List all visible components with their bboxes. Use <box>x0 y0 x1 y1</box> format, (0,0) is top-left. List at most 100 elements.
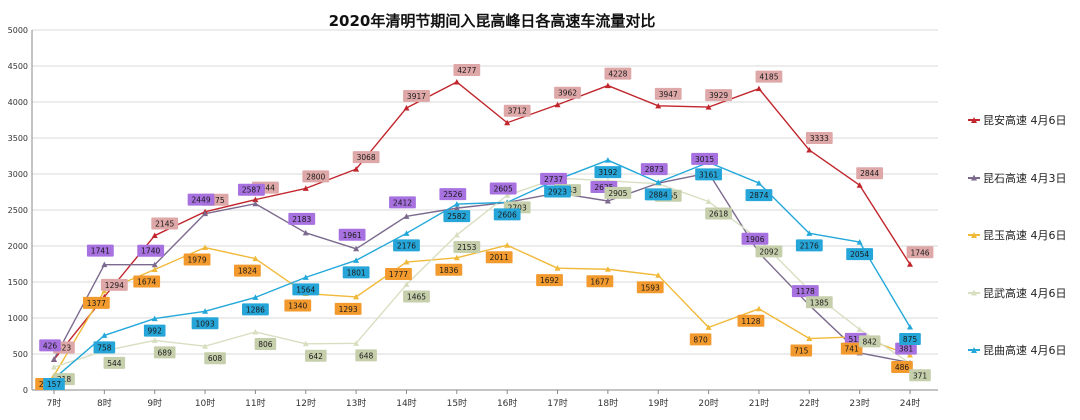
data-label-text: 2176 <box>800 241 819 250</box>
y-tick-label: 500 <box>13 350 28 359</box>
data-label-text: 2605 <box>494 184 513 193</box>
data-label: 2800 <box>302 170 330 183</box>
data-label-text: 4228 <box>608 70 627 79</box>
data-label-text: 1777 <box>389 270 408 279</box>
data-label: 1293 <box>334 302 362 315</box>
data-point <box>403 104 410 111</box>
legend-swatch <box>968 288 980 298</box>
data-point <box>151 232 158 239</box>
data-label-bg <box>745 189 773 202</box>
data-label-text: 2644 <box>256 184 275 193</box>
data-label-bg <box>43 378 65 390</box>
data-point <box>202 343 209 349</box>
data-label-text: 1741 <box>91 247 110 256</box>
data-label: 1294 <box>100 278 128 291</box>
data-label-bg <box>644 188 672 201</box>
data-label: 870 <box>689 333 712 346</box>
data-label: 1385 <box>805 296 833 309</box>
data-label: 2605 <box>489 182 517 195</box>
data-label-bg <box>909 369 931 382</box>
x-tick-label: 20时 <box>698 397 718 409</box>
data-label-bg <box>234 264 261 277</box>
data-label: 3161 <box>695 168 722 181</box>
data-label-bg <box>151 217 179 230</box>
data-point <box>353 340 360 346</box>
data-label-bg <box>183 253 211 266</box>
y-tick-label: 3500 <box>8 134 28 143</box>
data-label-text: 1340 <box>288 302 307 311</box>
data-label-bg <box>453 64 481 77</box>
data-label-text: 2873 <box>645 165 664 174</box>
data-label: 1979 <box>183 253 211 266</box>
data-label-text: 3917 <box>407 92 426 101</box>
legend-marker <box>971 347 977 353</box>
data-label-bg <box>238 183 265 196</box>
data-point <box>856 239 863 245</box>
y-tick-label: 3000 <box>8 170 28 179</box>
data-point <box>755 180 762 186</box>
data-label-text: 1178 <box>796 287 815 296</box>
data-point <box>151 337 158 343</box>
data-label-bg <box>737 314 765 327</box>
data-label: 1286 <box>242 303 269 316</box>
data-label: 4185 <box>755 70 783 83</box>
data-label: 3962 <box>554 86 581 99</box>
legend-marker <box>971 232 977 238</box>
data-label: 2737 <box>540 172 567 185</box>
data-label-bg <box>439 188 467 201</box>
data-point <box>252 294 259 300</box>
data-label-text: 1746 <box>910 248 929 257</box>
data-label: 992 <box>143 324 166 337</box>
x-tick-label: 19时 <box>648 397 668 409</box>
data-point <box>907 352 913 358</box>
data-label-text: 2412 <box>393 198 412 207</box>
data-label-text: 1564 <box>296 285 315 294</box>
data-label-bg <box>654 87 682 100</box>
data-point <box>453 201 460 207</box>
data-label-bg <box>254 337 277 350</box>
y-tick-label: 0 <box>23 386 28 395</box>
legend-label: 昆安高速 4月6日 <box>983 114 1067 127</box>
x-tick-label: 8时 <box>97 397 112 409</box>
data-label-text: 992 <box>148 327 163 336</box>
y-tick-label: 5000 <box>8 26 28 35</box>
data-point <box>51 364 57 370</box>
data-point <box>302 274 309 280</box>
data-point <box>504 119 511 126</box>
data-label-text: 1824 <box>238 267 257 276</box>
data-label: 2905 <box>604 186 632 199</box>
data-label-text: 2176 <box>397 241 416 250</box>
data-label: 3947 <box>654 87 682 100</box>
x-tick-label: 22时 <box>799 397 819 409</box>
data-label: 1906 <box>741 232 769 245</box>
data-label: 1128 <box>737 314 765 327</box>
data-label-text: 515 <box>848 335 863 344</box>
data-label-text: 2800 <box>306 172 325 181</box>
data-label-bg <box>594 166 622 179</box>
x-tick-label: 14时 <box>396 397 416 409</box>
data-point <box>353 257 360 263</box>
data-label-bg <box>846 248 874 261</box>
data-label-text: 2884 <box>649 190 668 199</box>
series-lines <box>53 81 911 380</box>
data-label-text: 2905 <box>608 189 627 198</box>
data-label: 2176 <box>393 239 420 252</box>
data-label-bg <box>636 281 664 294</box>
data-label: 2844 <box>856 167 884 180</box>
data-point <box>705 324 712 330</box>
x-tick-label: 10时 <box>195 397 215 409</box>
legend-marker <box>971 174 977 181</box>
data-label: 2618 <box>705 207 732 220</box>
data-label-bg <box>187 193 215 206</box>
data-label: 2874 <box>745 189 773 202</box>
data-label: 806 <box>254 337 277 350</box>
data-label-bg <box>403 290 430 303</box>
x-tick-label: 18时 <box>598 397 618 409</box>
data-point <box>353 245 360 252</box>
data-label: 2526 <box>439 188 467 201</box>
data-point <box>403 213 410 219</box>
data-point <box>655 179 662 185</box>
data-label: 1178 <box>791 285 819 298</box>
data-label-text: 1385 <box>810 298 829 307</box>
data-label: 381 <box>895 342 917 355</box>
